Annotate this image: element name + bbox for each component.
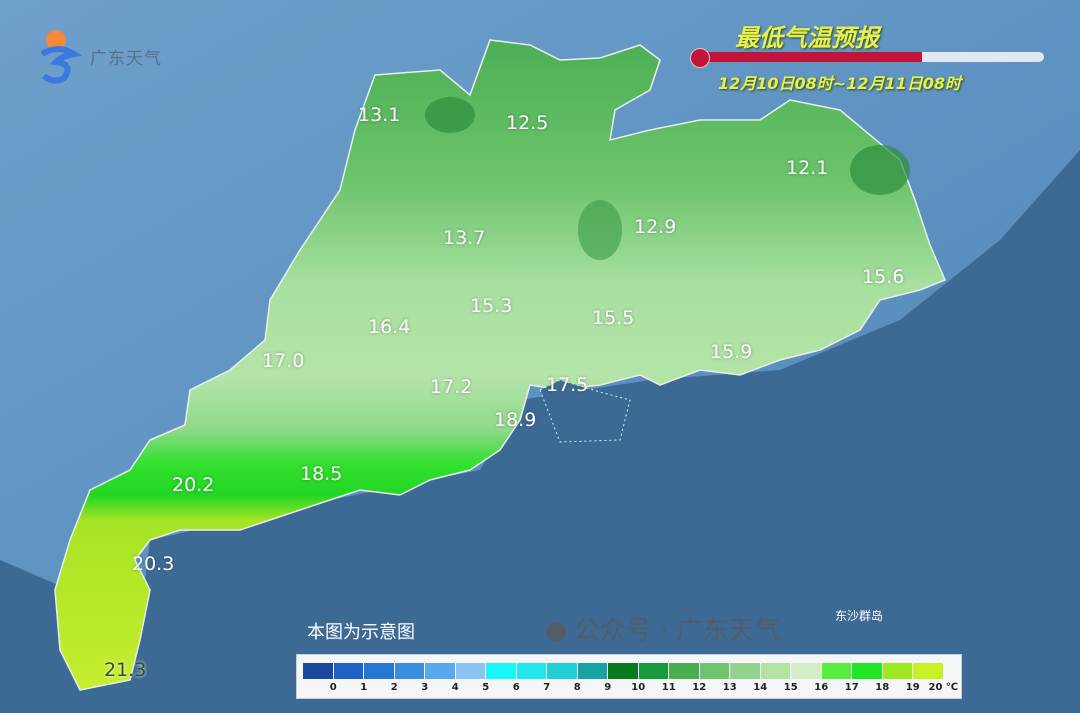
legend-tick: 20 ℃: [928, 682, 958, 693]
legend-tick: 10: [631, 682, 646, 693]
legend-tick: 1: [360, 682, 368, 693]
legend-cell-20: [913, 663, 943, 679]
legend-cell-17: [821, 663, 851, 679]
legend-cell-15: [760, 663, 790, 679]
legend-cell-13: [699, 663, 729, 679]
legend-tick: 18: [875, 682, 890, 693]
temp-label: 17.5: [546, 374, 589, 396]
thermometer-bar: [690, 48, 1044, 68]
temp-label: 18.5: [300, 463, 343, 485]
legend-cell-10: [608, 663, 638, 679]
legend-cell-11: [638, 663, 668, 679]
temp-label: 13.7: [443, 227, 486, 249]
cold-zone: [425, 97, 475, 133]
legend-cell-6: [486, 663, 516, 679]
temp-label: 13.1: [358, 104, 401, 126]
legend-tick: 7: [543, 682, 551, 693]
legend-cell-8: [547, 663, 577, 679]
temp-label: 20.3: [132, 553, 175, 575]
logo: 广东天气: [34, 26, 162, 86]
legend-tick: 4: [451, 682, 459, 693]
legend-cell-19: [882, 663, 912, 679]
legend-tick: 12: [692, 682, 707, 693]
hainan-area: [0, 560, 60, 713]
temp-label: 17.0: [262, 350, 305, 372]
legend-tick: 11: [661, 682, 676, 693]
temp-label: 20.2: [172, 474, 215, 496]
watermark-text: 公众号 · 广东天气: [573, 616, 781, 646]
guangdong-province: [54, 39, 946, 691]
legend-cell-1: [333, 663, 363, 679]
temp-label: 15.9: [710, 341, 753, 363]
legend-tick: 3: [421, 682, 429, 693]
legend-cell-5: [455, 663, 485, 679]
legend-tick: 8: [573, 682, 581, 693]
legend-tick: 9: [604, 682, 612, 693]
legend-tick: 2: [390, 682, 398, 693]
legend-tick: 0: [329, 682, 337, 693]
cold-zone: [578, 200, 622, 260]
map-title: 最低气温预报: [735, 24, 879, 52]
legend-cell-4: [425, 663, 455, 679]
legend-tick: 19: [905, 682, 920, 693]
legend-tick: 14: [753, 682, 768, 693]
temp-label: 15.3: [470, 295, 513, 317]
temp-label: 12.5: [506, 112, 549, 134]
legend-cell-9: [577, 663, 607, 679]
legend-cell-7: [516, 663, 546, 679]
legend-cell-16: [791, 663, 821, 679]
legend-tick: 16: [814, 682, 829, 693]
schematic-note: 本图为示意图: [307, 622, 415, 643]
pearl-river-estuary: [539, 379, 631, 443]
temp-label: 21.3: [104, 659, 147, 681]
forecast-period: 12月10日08时~12月11日08时: [718, 74, 962, 93]
temp-label: 16.4: [368, 316, 411, 338]
cold-zone: [850, 145, 910, 195]
temp-label: 15.5: [592, 307, 635, 329]
legend-tick: 15: [783, 682, 798, 693]
watermark: ● 公众号 · 广东天气: [545, 616, 780, 646]
legend-tick: 13: [722, 682, 737, 693]
legend-cell-0: [303, 663, 333, 679]
thermometer-fill: [694, 52, 922, 62]
logo-text: 广东天气: [90, 48, 162, 69]
legend-cell-12: [669, 663, 699, 679]
legend-tick: 5: [482, 682, 490, 693]
temp-label: 18.9: [494, 409, 537, 431]
temp-label: 12.9: [634, 216, 677, 238]
island-label: 东沙群岛: [835, 609, 884, 623]
legend-cell-14: [730, 663, 760, 679]
legend-cell-18: [852, 663, 882, 679]
weather-logo-icon: [40, 30, 82, 84]
legend-tick: 6: [512, 682, 520, 693]
wechat-icon: ●: [545, 616, 568, 646]
temp-label: 12.1: [786, 157, 829, 179]
color-legend: 0 1 2 3 4 5 6 7 8 9 10 11 12 13 14 15 16 17 18 19 20 ℃: [296, 654, 962, 699]
legend-cells: [303, 663, 944, 679]
legend-cell-2: [364, 663, 394, 679]
legend-tick: 17: [844, 682, 859, 693]
legend-ticks: 0 1 2 3 4 5 6 7 8 9 10 11 12 13 14 15 16 17 18 19 20 ℃: [303, 682, 958, 693]
temp-label: 15.6: [862, 266, 905, 288]
temp-label: 17.2: [430, 376, 473, 398]
legend-cell-3: [394, 663, 424, 679]
thermometer-bulb-icon: [690, 48, 710, 68]
